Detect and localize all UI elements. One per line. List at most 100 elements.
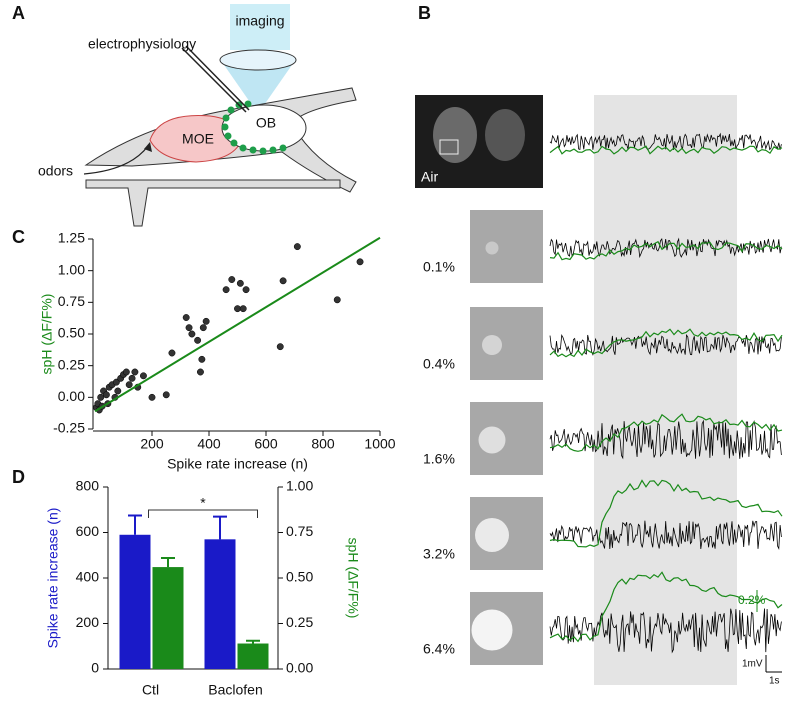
data-point: [182, 314, 190, 321]
significance-label: *: [200, 495, 206, 511]
y2-tick-label: 0.75: [286, 523, 313, 539]
x-tick-label: 400: [197, 436, 221, 452]
y-tick-label: 400: [76, 569, 100, 585]
y-tick-label: 600: [76, 523, 100, 539]
y-tick-label: 1.25: [58, 230, 85, 246]
y-tick-label: 1.00: [58, 261, 85, 277]
x-axis-label: Spike rate increase (n): [167, 456, 308, 472]
ephys-trace: [549, 608, 782, 654]
data-point: [112, 378, 120, 386]
error-bar: [128, 514, 142, 535]
significance-bracket: [148, 509, 258, 518]
odors-label: odors: [38, 163, 73, 179]
y-tick-label: 0: [91, 660, 99, 676]
data-point: [198, 355, 206, 363]
moe-label: MOE: [182, 131, 214, 147]
data-point: [122, 368, 130, 376]
bar: [152, 567, 184, 669]
odor-image: [470, 307, 543, 380]
x-tick-label: 1000: [364, 436, 395, 452]
data-point: [162, 391, 170, 399]
data-point: [148, 393, 156, 401]
spH-trace: [549, 479, 783, 548]
imaging-beam: [230, 4, 290, 50]
y-tick-label: 800: [76, 478, 100, 494]
ephys-trace: [549, 520, 782, 551]
x-tick-label: 200: [140, 436, 164, 452]
data-point: [293, 243, 301, 251]
image-spot: [482, 335, 502, 355]
data-point: [125, 381, 133, 389]
electrode: [185, 45, 250, 111]
data-point: [276, 343, 284, 351]
data-point: [239, 305, 247, 313]
odor-image: [470, 210, 543, 283]
data-point: [228, 276, 236, 283]
image-blob: [433, 107, 477, 163]
scale-label: 0.2%: [738, 593, 766, 607]
panel-a: A imaging MOE OB electrophysiology odors: [12, 3, 357, 227]
image-blob: [485, 109, 525, 161]
row-label: Air: [421, 169, 438, 185]
panel-letter: D: [12, 467, 25, 487]
data-point: [199, 324, 207, 332]
stimulus-window: [594, 95, 737, 685]
electrophysiology-label: electrophysiology: [88, 36, 196, 52]
ephys-trace: [549, 419, 782, 460]
y-tick-label: 0.50: [58, 325, 85, 341]
panel-b: B Air 0.1% 0.4% 1.6% 3.2% 6.4% 0.2% 1mV 1s: [415, 3, 783, 687]
imaging-label: imaging: [235, 13, 284, 29]
data-point: [185, 324, 193, 332]
y2-tick-label: 0.25: [286, 614, 313, 630]
spH-trace: [549, 145, 783, 155]
data-point: [194, 336, 202, 344]
row-label: 6.4%: [423, 641, 455, 657]
y-tick-label: 200: [76, 614, 100, 630]
x-tick-label: 800: [311, 436, 335, 452]
x-tick-label: Ctl: [142, 682, 159, 698]
error-bar: [246, 639, 260, 644]
data-point: [197, 368, 204, 376]
data-point: [202, 317, 210, 325]
row-label: 3.2%: [423, 546, 455, 562]
arrow-head: [144, 142, 152, 152]
row-label: 0.1%: [423, 259, 455, 275]
odor-arrow: [83, 145, 149, 175]
row-label: 1.6%: [423, 451, 455, 467]
spH-trace: [549, 413, 783, 452]
scale-label: 1mV: [742, 659, 763, 670]
bar: [119, 534, 151, 669]
ephys-trace: [549, 333, 782, 356]
y-tick-label: 0.25: [58, 356, 85, 372]
data-point: [168, 349, 176, 357]
data-point: [102, 391, 110, 399]
electrode: [181, 47, 247, 113]
data-point: [279, 277, 287, 285]
image-spot: [475, 518, 509, 552]
roi-box: [439, 139, 459, 155]
bar: [204, 539, 236, 669]
y2-tick-label: 1.00: [286, 478, 313, 494]
data-point: [333, 296, 341, 304]
palate: [85, 179, 341, 227]
image-spot: [478, 426, 506, 454]
data-point: [131, 368, 139, 376]
data-point: [234, 305, 241, 313]
y-axis-label: spH (ΔF/F%): [39, 294, 55, 375]
data-point: [114, 387, 122, 395]
ephys-trace: [549, 132, 782, 151]
data-point: [222, 286, 230, 294]
y2-axis-label: spH (ΔF/F%): [345, 538, 361, 619]
image-spot: [485, 241, 499, 255]
row-label: 0.4%: [423, 356, 455, 372]
bar: [237, 643, 269, 669]
x-tick-label: 600: [254, 436, 278, 452]
error-bar: [161, 556, 175, 568]
y-tick-label: 0.00: [58, 388, 85, 404]
y-tick-label: 0.75: [58, 293, 85, 309]
fit-line: [94, 236, 381, 413]
lens: [219, 49, 297, 71]
glomeruli: [221, 100, 287, 155]
scale-label: 1s: [769, 676, 780, 687]
